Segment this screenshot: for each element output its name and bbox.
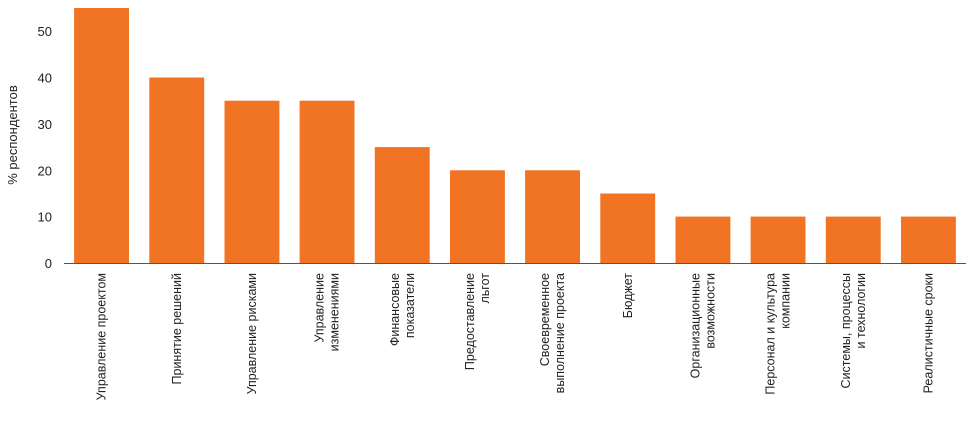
bar xyxy=(374,147,430,263)
y-axis-ticks: 0 10 20 30 40 50 xyxy=(38,24,52,271)
bar xyxy=(525,170,580,263)
y-tick-label: 0 xyxy=(45,256,52,271)
bars xyxy=(74,8,956,263)
category-label-line: изменениями xyxy=(328,273,342,351)
category-label: Управление проектом xyxy=(95,273,109,400)
bar xyxy=(299,100,355,263)
bar xyxy=(600,193,656,263)
category-label-line: возможности xyxy=(703,273,717,349)
y-tick-label: 20 xyxy=(38,163,52,178)
category-label: Персонал и культуракомпании xyxy=(764,273,793,395)
bar xyxy=(901,216,956,263)
category-label: Организационныевозможности xyxy=(688,273,717,378)
bar xyxy=(675,216,731,263)
category-label-line: и технологии xyxy=(854,273,868,348)
category-label: Реалистичные сроки xyxy=(921,273,935,393)
bar xyxy=(74,8,129,263)
category-label-line: Персонал и культура xyxy=(764,273,778,395)
y-tick-label: 40 xyxy=(38,71,52,86)
y-tick-label: 50 xyxy=(38,24,52,39)
category-label: Управление рисками xyxy=(245,273,259,394)
category-label-line: Предоставление xyxy=(463,273,477,370)
bar xyxy=(750,216,806,263)
category-label-line: Финансовые xyxy=(388,273,402,346)
category-label-line: компании xyxy=(779,273,793,329)
category-label-line: Управление xyxy=(313,273,327,343)
category-label-line: выполнение проекта xyxy=(553,273,567,393)
y-tick-label: 30 xyxy=(38,117,52,132)
category-label-line: Принятие решений xyxy=(170,273,184,384)
bar xyxy=(149,77,205,263)
category-label: Своевременноевыполнение проекта xyxy=(538,273,567,393)
category-label: Принятие решений xyxy=(170,273,184,384)
bar xyxy=(224,100,280,263)
category-label-line: льгот xyxy=(478,273,492,304)
category-labels: Управление проектом Принятие решений Управ… xyxy=(95,273,936,401)
category-label: Предоставлениельгот xyxy=(463,273,492,370)
category-label: Системы, процессыи технологии xyxy=(839,273,868,388)
category-label-line: Управление рисками xyxy=(245,273,259,394)
category-label-line: показатели xyxy=(403,273,417,338)
category-label-line: Реалистичные сроки xyxy=(921,273,935,393)
category-label: Управлениеизменениями xyxy=(313,273,342,351)
category-label-line: Системы, процессы xyxy=(839,273,853,388)
category-label-line: Своевременное xyxy=(538,273,552,366)
category-label: Финансовыепоказатели xyxy=(388,273,417,346)
category-label-line: Бюджет xyxy=(621,273,635,318)
category-label-line: Организационные xyxy=(688,273,702,378)
bar xyxy=(450,170,505,263)
y-tick-label: 10 xyxy=(38,210,52,225)
y-axis-label: % респондентов xyxy=(5,85,20,185)
category-label: Бюджет xyxy=(621,273,635,318)
category-label-line: Управление проектом xyxy=(95,273,109,400)
bar xyxy=(825,216,881,263)
